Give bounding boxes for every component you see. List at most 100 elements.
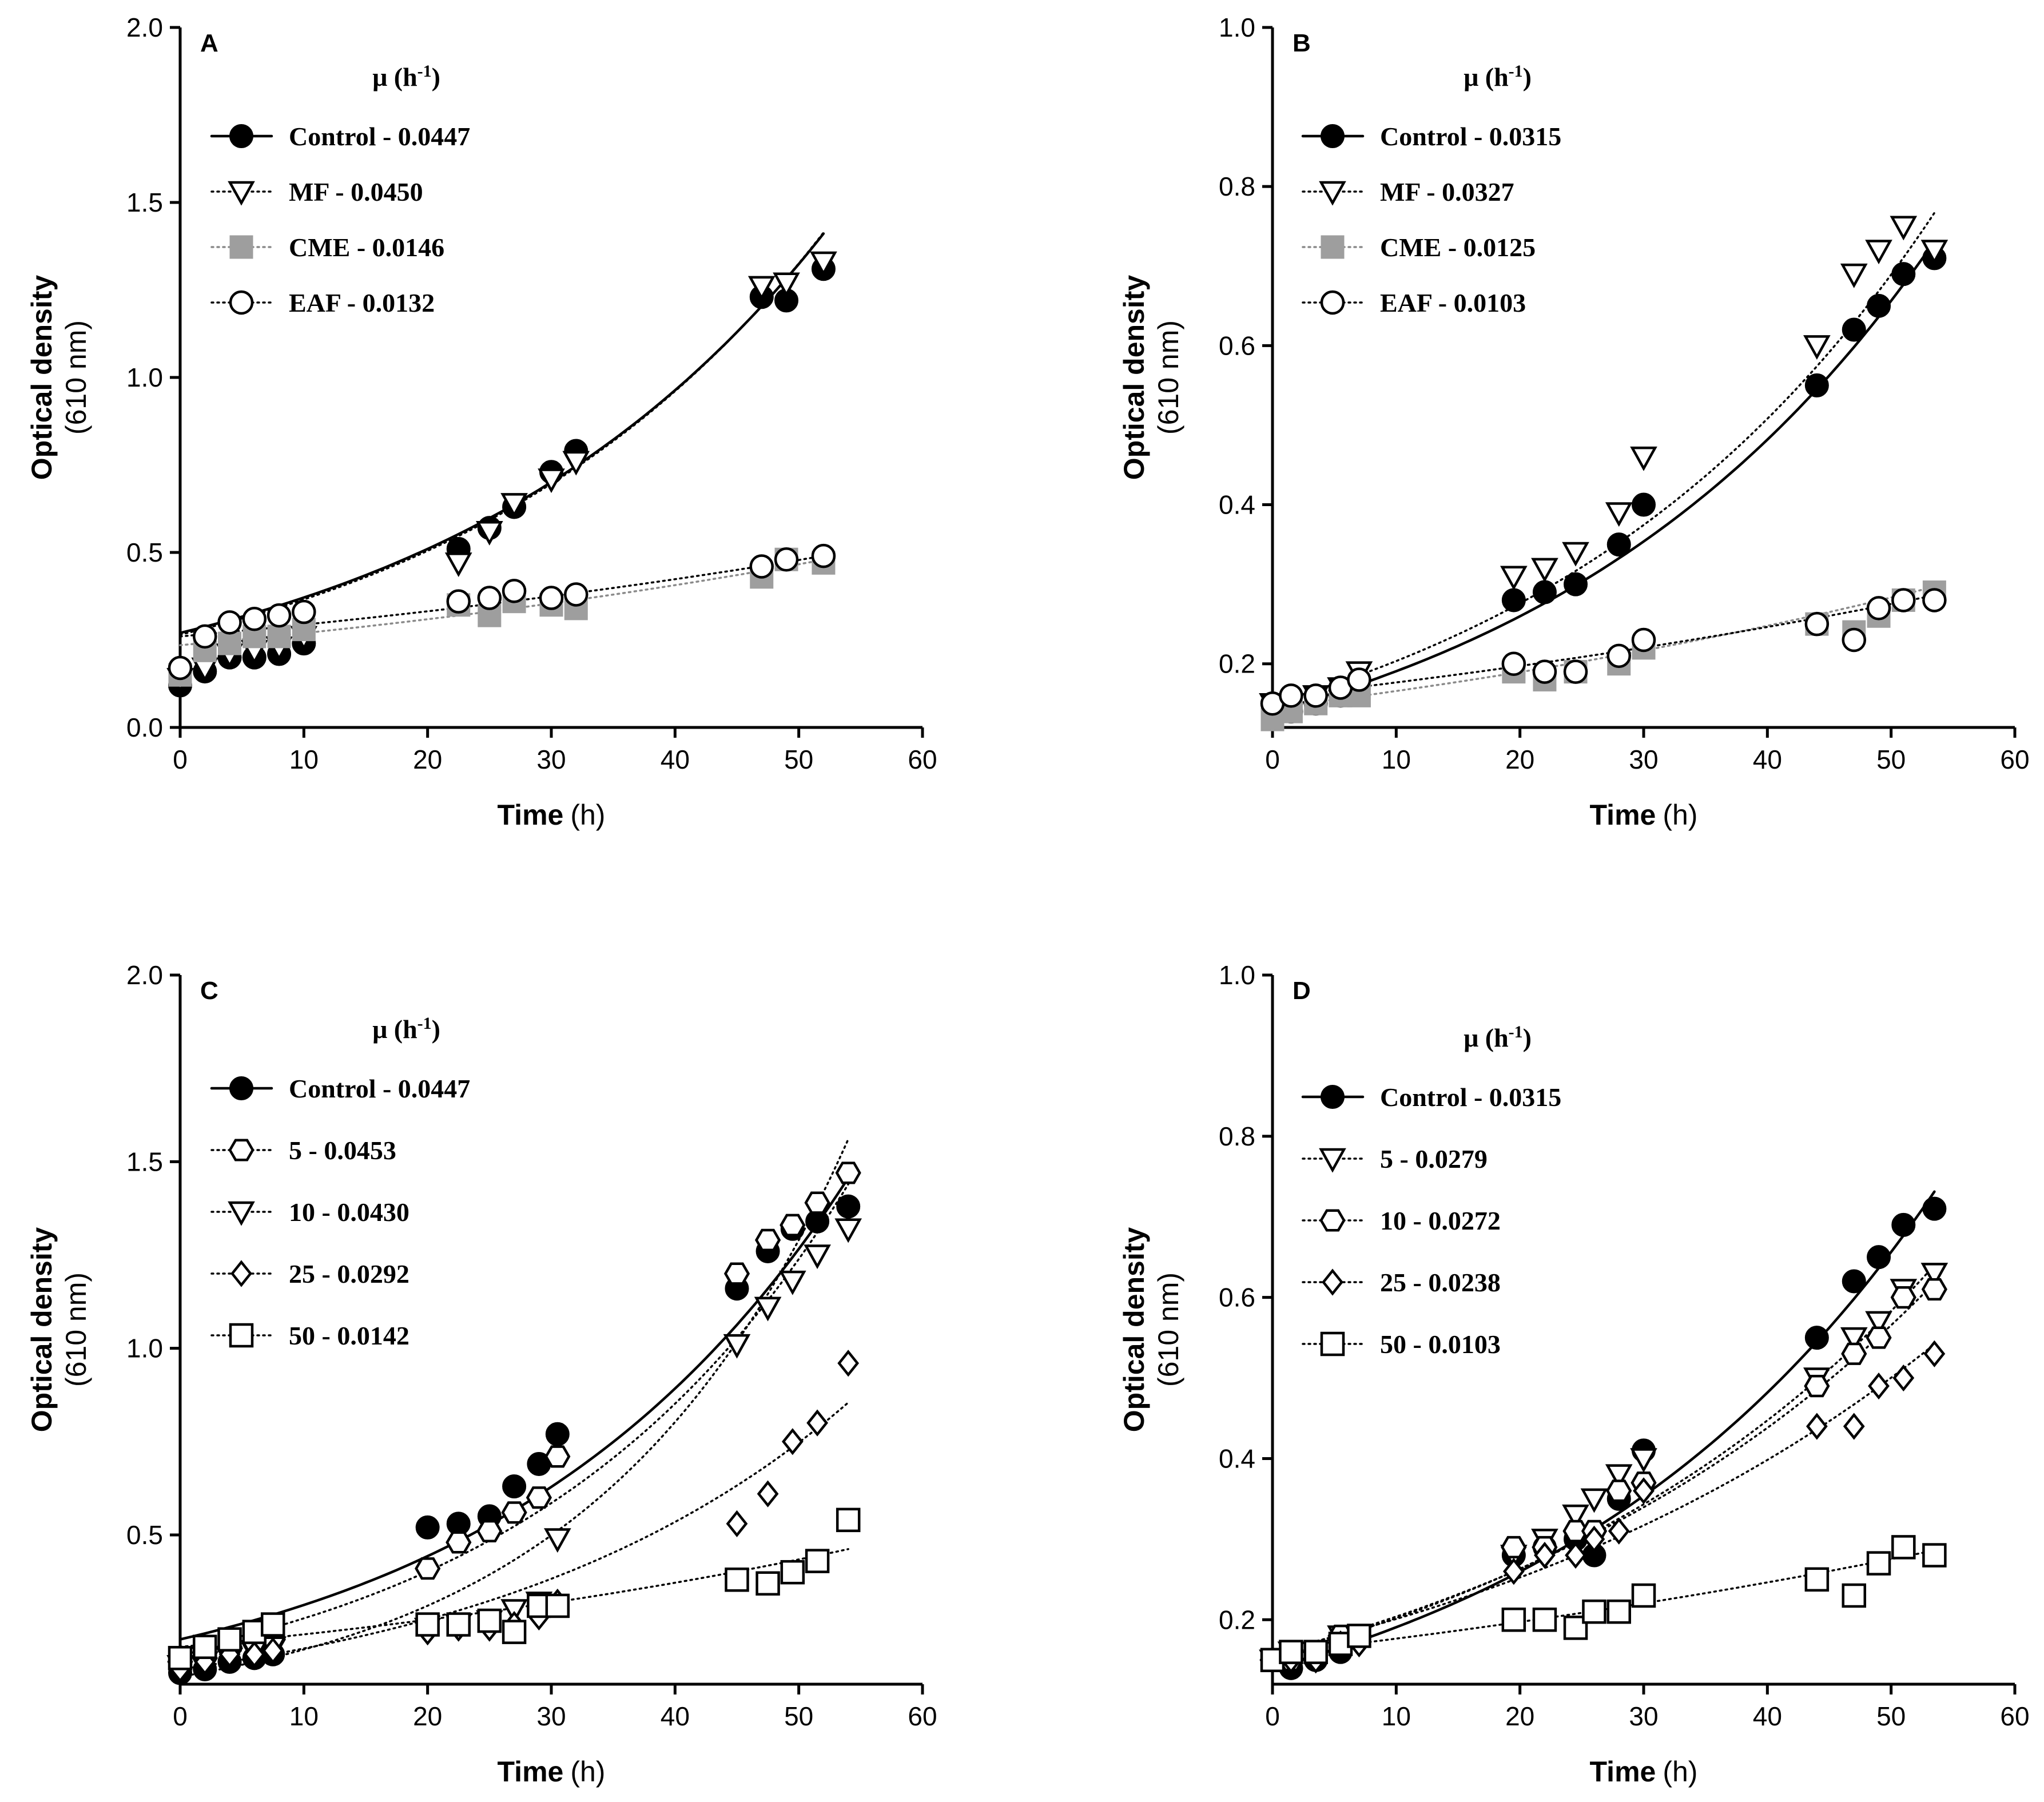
data-point [1842,627,1867,653]
data-point [446,589,471,614]
series-2 [1260,580,1946,731]
legend-title: μ (h-1) [1464,1023,1532,1052]
x-axis-unit: (h) [1663,799,1697,831]
x-axis-unit: (h) [570,799,605,831]
legend-marker [229,235,253,259]
data-point [804,1191,830,1214]
legend-label: 10 - 0.0430 [289,1198,409,1227]
data-point [217,1627,242,1652]
data-point [1891,1212,1916,1237]
data-point [168,655,193,681]
fit-curve-0 [178,232,825,635]
y-tick-label: 0.5 [126,1520,163,1550]
legend-title-text: μ (h [1464,1023,1508,1052]
data-point [545,1422,570,1446]
y-tick-label: 0.6 [1219,1283,1255,1312]
data-point [1606,643,1631,669]
y-tick-label: 0.8 [1219,172,1255,201]
data-point [773,272,800,297]
data-point [292,599,316,624]
data-point [1866,1326,1892,1349]
data-point [501,1501,527,1524]
data-point [747,276,776,301]
y-tick-label: 0.5 [126,538,163,567]
data-point [774,547,799,572]
data-point [757,1480,779,1507]
x-tick-label: 0 [173,1701,188,1731]
data-point [1501,651,1526,676]
data-point [1347,1624,1371,1648]
data-point [1840,263,1868,288]
data-point [755,1228,781,1251]
data-point [810,251,837,276]
fit-curve-2 [1271,586,1936,709]
data-point [1920,1263,1948,1287]
data-point [1865,1311,1892,1336]
y-axis-unit: (610 nm) [1152,320,1184,435]
data-point [193,624,217,649]
data-point [446,1531,472,1554]
data-point [805,1549,830,1573]
data-point [1532,580,1557,604]
data-point [267,603,292,628]
data-point [1605,502,1633,527]
data-point [1534,1541,1556,1569]
data-point [538,468,565,494]
x-tick-label: 10 [1382,745,1411,774]
data-point [723,1334,751,1359]
y-axis-title: Optical density [1118,275,1150,480]
legend-label: 5 - 0.0279 [1380,1144,1488,1174]
data-point [564,582,588,607]
data-point [836,1194,861,1219]
legend-label: MF - 0.0450 [289,177,423,206]
legend: μ (h-1) Control - 0.0315 5 - 0.0279 10 - 0.… [1301,1023,1561,1359]
data-point [1606,1479,1632,1502]
x-axis-unit: (h) [1663,1756,1697,1788]
legend-marker [1319,181,1346,206]
legend-label: 25 - 0.0292 [289,1259,409,1288]
legend-marker [1322,1268,1343,1296]
data-point [779,1270,806,1295]
data-point [1891,262,1916,287]
x-tick-label: 0 [1265,1701,1280,1731]
data-point [1502,1558,1525,1585]
y-tick-label: 1.5 [126,1147,163,1176]
data-point [1347,667,1371,692]
y-tick-label: 1.0 [1219,13,1255,42]
data-point [1804,373,1829,397]
x-tick-label: 50 [1876,1701,1906,1731]
legend-title-close: ) [432,1015,440,1044]
x-tick-label: 30 [536,745,566,774]
fit-curve-1 [179,1183,849,1652]
data-point [1868,1373,1890,1400]
data-point [1632,492,1656,517]
legend-label: EAF - 0.0132 [289,288,435,317]
legend-title-text: μ (h [372,1015,417,1044]
series-4 [1260,1535,1947,1672]
data-point [242,607,267,631]
data-point [218,631,242,655]
data-point [544,1445,571,1468]
data-point [193,1634,217,1659]
data-point [446,1612,471,1637]
legend-marker [229,124,253,148]
legend: μ (h-1) Control - 0.0315 MF - 0.0327 CME - … [1301,62,1561,317]
data-point [415,1612,440,1637]
x-tick-label: 30 [536,1701,566,1731]
legend-label: CME - 0.0146 [289,233,444,262]
legend-label: 50 - 0.0142 [289,1321,409,1350]
y-axis-unit: (610 nm) [60,320,92,435]
panel-b: 0 10 20 30 40 50 60 0.2 0.4 0.6 0.8 1.0 Time (h) Optic… [1118,13,2030,831]
data-point [415,1515,440,1540]
data-point [477,1608,502,1633]
x-tick-label: 40 [661,745,690,774]
data-point [1803,335,1831,360]
data-point [1562,542,1589,567]
data-point [243,1641,265,1668]
y-tick-label: 1.0 [126,1334,163,1363]
panel-letter: B [1293,29,1311,57]
x-axis-unit: (h) [570,1756,605,1788]
x-tick-label: 20 [1505,1701,1534,1731]
legend-marker [1320,290,1345,315]
data-point [267,624,291,649]
